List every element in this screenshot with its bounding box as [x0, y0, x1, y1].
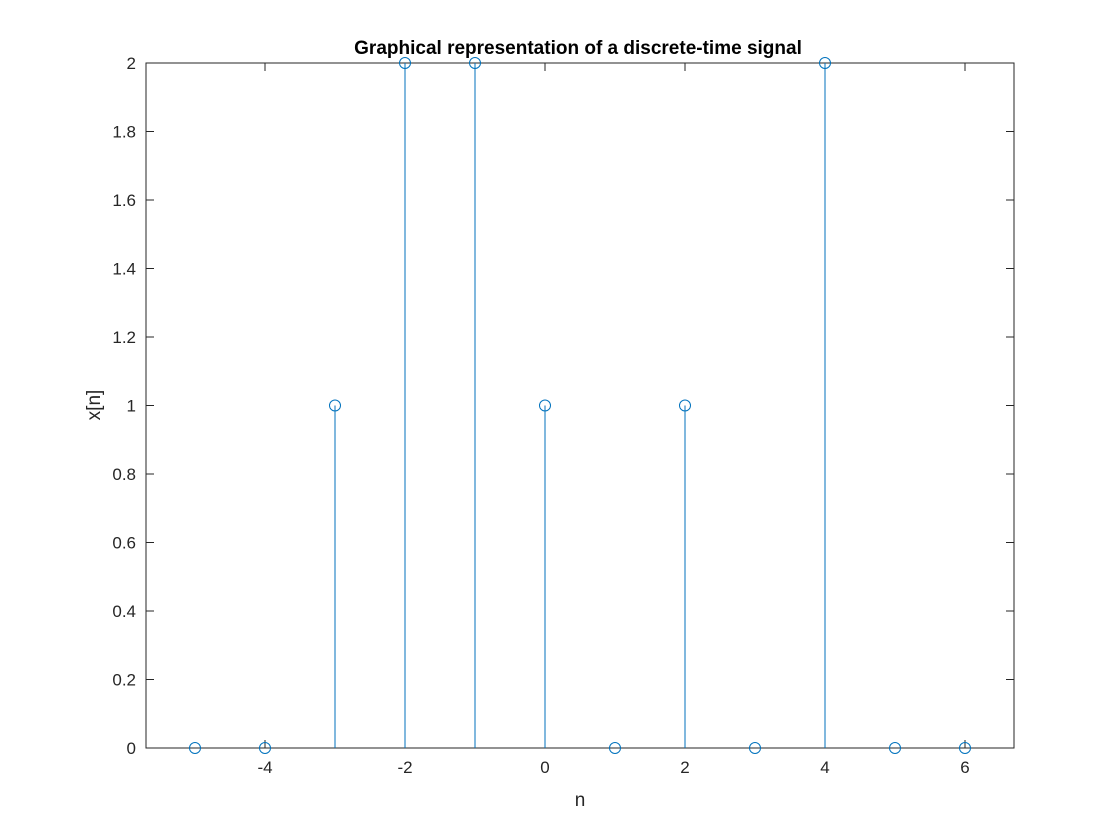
stem-marker: [189, 742, 201, 754]
tick-labels: 0 0.2 0.4 0.6 0.8 1 1.2 1.4 1.6 1.8 2 -4 -2 0 2 4 6: [112, 54, 969, 777]
y-tick-label: 0.6: [112, 534, 136, 553]
y-tick-label: 0.8: [112, 465, 136, 484]
x-tick-label: -2: [397, 758, 412, 777]
y-tick-label: 1: [127, 397, 136, 416]
chart-title: Graphical representation of a discrete-t…: [354, 38, 802, 59]
y-tick-label: 1.8: [112, 123, 136, 142]
axes-box: [145, 62, 1015, 749]
y-tick-label: 1.4: [112, 260, 136, 279]
x-axis-label: n: [575, 790, 586, 811]
stem-marker: [329, 399, 341, 412]
x-tick-label: 6: [960, 758, 969, 777]
stem-marker: [609, 742, 621, 754]
y-tick-label: 1.6: [112, 191, 136, 210]
y-tick-label: 0.4: [112, 602, 136, 621]
x-tick-label: 4: [820, 758, 829, 777]
stem-series: [189, 57, 971, 754]
stem-marker: [679, 399, 691, 412]
stem-marker: [749, 742, 761, 754]
stem-marker: [539, 399, 551, 412]
x-tick-label: 0: [540, 758, 549, 777]
stem-marker: [469, 57, 481, 69]
x-tick-label: 2: [680, 758, 689, 777]
y-tick-label: 0: [127, 739, 136, 758]
y-tick-label: 0.2: [112, 671, 136, 690]
axes: [145, 62, 1015, 749]
x-tick-label: -4: [257, 758, 272, 777]
stem-marker: [889, 742, 901, 754]
y-tick-label: 1.2: [112, 328, 136, 347]
stem-marker: [259, 742, 271, 754]
stem-marker: [399, 57, 411, 69]
stem-marker: [819, 57, 831, 69]
y-tick-label: 2: [127, 54, 136, 73]
y-axis-label: x[n]: [84, 390, 105, 421]
stem-marker: [959, 742, 971, 754]
